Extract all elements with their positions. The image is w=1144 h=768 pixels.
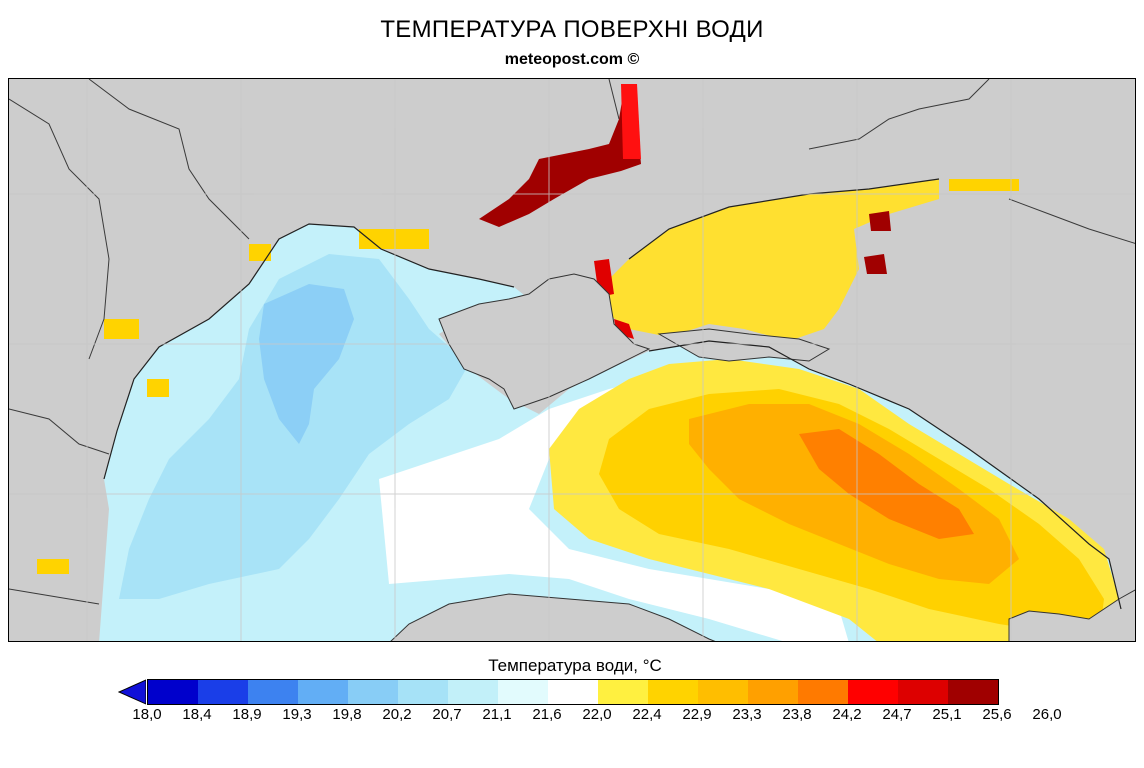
legend-swatch bbox=[898, 680, 948, 704]
legend-swatch bbox=[548, 680, 598, 704]
legend-swatch bbox=[398, 680, 448, 704]
map-title: ТЕМПЕРАТУРА ПОВЕРХНІ ВОДИ bbox=[380, 16, 764, 43]
legend-tick-label: 24,7 bbox=[882, 706, 912, 723]
map-canvas bbox=[9, 79, 1135, 641]
legend-swatch bbox=[698, 680, 748, 704]
legend-lower-arrow-icon bbox=[118, 679, 146, 705]
legend-tick-label: 23,8 bbox=[782, 706, 812, 723]
legend-swatch bbox=[148, 680, 198, 704]
legend-tick-label: 25,1 bbox=[932, 706, 962, 723]
legend-swatch bbox=[648, 680, 698, 704]
legend-tick-label: 23,3 bbox=[732, 706, 762, 723]
legend-swatch bbox=[248, 680, 298, 704]
country-borders bbox=[9, 79, 1135, 605]
legend-tick-label: 21,6 bbox=[532, 706, 562, 723]
legend-tick-label: 20,7 bbox=[432, 706, 462, 723]
legend-swatch bbox=[798, 680, 848, 704]
legend-tick-label: 24,2 bbox=[832, 706, 862, 723]
coastline bbox=[103, 178, 1122, 610]
sea-temperature-map bbox=[8, 78, 1136, 642]
dnieper-river bbox=[479, 89, 641, 227]
legend-tick-label: 22,0 bbox=[582, 706, 612, 723]
dnieper-river-upper bbox=[621, 84, 641, 159]
legend-tick-label: 19,3 bbox=[282, 706, 312, 723]
legend-tick-label: 26,0 bbox=[1032, 706, 1062, 723]
legend-tick-label: 18,4 bbox=[182, 706, 212, 723]
western-cold-core bbox=[259, 284, 354, 444]
legend-swatch bbox=[848, 680, 898, 704]
legend-tick-label: 21,1 bbox=[482, 706, 512, 723]
legend-tick-labels: 18,0 18,4 18,9 19,3 19,8 20,2 20,7 21,1 21,6 22,0… bbox=[132, 706, 1061, 726]
legend-title: Температура води, °C bbox=[488, 656, 662, 675]
legend-color-bar bbox=[147, 679, 999, 705]
legend-swatch bbox=[948, 680, 998, 704]
legend-swatch bbox=[298, 680, 348, 704]
legend-swatch bbox=[498, 680, 548, 704]
legend-tick-label: 19,8 bbox=[332, 706, 362, 723]
crimea-peninsula bbox=[438, 273, 651, 410]
legend-swatch bbox=[198, 680, 248, 704]
legend-swatch bbox=[448, 680, 498, 704]
legend-tick-label: 18,0 bbox=[132, 706, 162, 723]
source-credit: meteopost.com © bbox=[504, 51, 640, 68]
legend-tick-label: 22,9 bbox=[682, 706, 712, 723]
legend-tick-label: 20,2 bbox=[382, 706, 412, 723]
legend-tick-label: 22,4 bbox=[632, 706, 662, 723]
legend-tick-label: 18,9 bbox=[232, 706, 262, 723]
caucasus-coast bbox=[1008, 589, 1135, 641]
north-azov-hot-spot bbox=[864, 211, 891, 274]
central-neutral-zone bbox=[379, 379, 849, 641]
eastern-hot-core bbox=[799, 429, 974, 539]
legend-swatch bbox=[598, 680, 648, 704]
map-grid bbox=[9, 79, 1135, 641]
legend-tick-label: 25,6 bbox=[982, 706, 1012, 723]
legend-swatch bbox=[348, 680, 398, 704]
legend-swatch bbox=[748, 680, 798, 704]
turkey-coast bbox=[390, 593, 716, 641]
azov-sea-water bbox=[604, 179, 939, 341]
